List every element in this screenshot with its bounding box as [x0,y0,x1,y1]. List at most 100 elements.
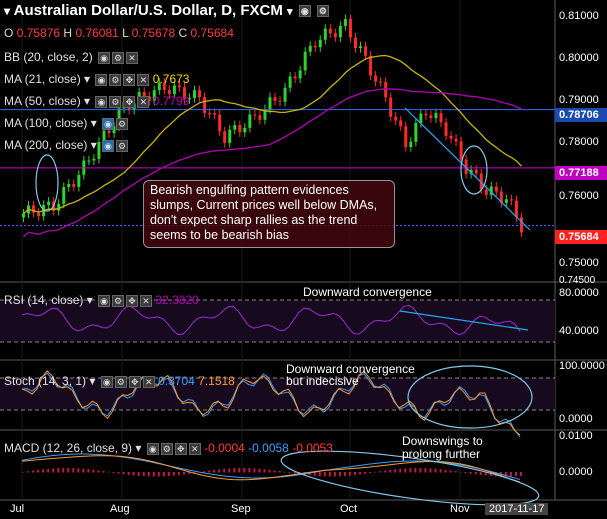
macd-histogram-bar [459,471,462,473]
dropdown-icon[interactable]: ▾ [90,116,97,130]
candle-body [429,115,433,119]
stoch-label: Stoch (14, 3, 1) [4,374,87,388]
eye-icon[interactable]: ◉ [102,139,115,152]
move-icon[interactable]: ✥ [126,294,139,307]
macd-histogram-bar [117,472,120,474]
candle-body [157,82,161,91]
macd-histogram-bar [243,468,246,473]
settings-icon[interactable]: ⚙ [116,139,129,152]
macd-histogram-bar [283,471,286,473]
candle-body [162,82,166,90]
dropdown-icon[interactable]: ▾ [84,72,91,86]
indicator-ma200[interactable]: MA (200, close) ▾ ◉ ⚙ [4,138,129,152]
eye-icon[interactable]: ◉ [102,117,115,130]
settings-icon[interactable]: ⚙ [116,117,129,130]
candle-body [384,82,388,98]
macd-histogram-bar [102,470,105,473]
settings-icon[interactable]: ⚙ [114,375,127,388]
macd-histogram-bar [439,469,442,473]
high-label: H [63,26,73,40]
ma50-line [23,88,522,238]
settings-icon[interactable]: ⚙ [112,294,125,307]
settings-icon[interactable]: ⚙ [316,5,329,18]
move-icon[interactable]: ✥ [128,375,141,388]
candle-body [22,213,25,218]
eye-icon[interactable]: ◉ [95,73,108,86]
candle-body [273,97,277,101]
eye-icon[interactable]: ◉ [98,51,111,64]
price-marker-blue: 0.78706 [555,108,607,122]
indicator-ma100[interactable]: MA (100, close) ▾ ◉ ⚙ [4,116,129,130]
candle-body [479,173,483,190]
macd-histogram-bar [484,472,487,476]
macd-histogram-bar [514,472,517,477]
indicator-ma50[interactable]: MA (50, close) ▾ ◉ ⚙ ✥ ✕ 0.7799 [4,94,189,108]
move-icon[interactable]: ✥ [123,95,136,108]
macd-histogram-bar [162,472,165,477]
candle-body [213,113,217,115]
candle-body [223,131,227,143]
candle-body [193,90,197,99]
close-icon[interactable]: ✕ [137,73,150,86]
macd-histogram-bar [47,468,50,473]
pattern-highlight [460,145,488,195]
collapse-arrow-icon[interactable]: ▾ [4,4,11,18]
macd-histogram-bar [72,468,75,473]
eye-icon[interactable]: ◉ [95,95,108,108]
dropdown-icon[interactable]: ▾ [135,441,142,455]
macd-histogram-bar [248,468,251,473]
candle-body [359,46,363,49]
open-value: 0.75876 [16,26,61,40]
candle-body [248,114,252,128]
eye-icon[interactable]: ◉ [298,5,311,18]
candle-body [409,141,413,148]
settings-icon[interactable]: ⚙ [112,51,125,64]
macd-legend[interactable]: MACD (12, 26, close, 9) ▾ ◉ ⚙ ✥ ✕ -0.0004 -… [4,441,333,455]
candle-body [142,91,146,97]
close-icon[interactable]: ✕ [140,294,153,307]
close-icon[interactable]: ✕ [137,95,150,108]
eye-icon[interactable]: ◉ [98,294,111,307]
close-icon[interactable]: ✕ [188,442,201,455]
candle-body [313,45,317,48]
candle-body [449,135,453,139]
macd-histogram-bar [92,469,95,473]
candle-body [464,159,468,174]
settings-icon[interactable]: ⚙ [160,442,173,455]
macd-annotation-line1: Downswings to [402,434,483,448]
price-marker-magenta: 0.77188 [555,166,607,180]
candle-body [208,112,212,114]
stoch-legend[interactable]: Stoch (14, 3, 1) ▾ ◉ ⚙ ✥ ✕ 0.3704 7.1518 [4,374,235,388]
dropdown-icon[interactable]: ▾ [89,374,96,388]
dropdown-icon[interactable]: ▾ [90,138,97,152]
move-icon[interactable]: ✥ [174,442,187,455]
eye-icon[interactable]: ◉ [100,375,113,388]
candle-body [92,158,96,161]
candle-body [288,76,292,88]
close-icon[interactable]: ✕ [142,375,155,388]
dropdown-icon[interactable]: ▾ [84,94,91,108]
macd-histogram-bar [444,469,447,473]
title-dropdown-icon[interactable]: ▾ [287,6,293,18]
close-icon[interactable]: ✕ [126,51,139,64]
macd-histogram-bar [208,470,211,473]
eye-icon[interactable]: ◉ [146,442,159,455]
indicator-bb[interactable]: BB (20, close, 2) ◉ ⚙ ✕ [4,50,139,64]
dropdown-icon[interactable]: ▾ [86,293,93,307]
candle-body [152,90,156,101]
macd-histogram-bar [213,469,216,473]
macd-histogram-bar [258,468,261,473]
move-icon[interactable]: ✥ [123,73,136,86]
analysis-annotation[interactable]: Bearish engulfing pattern evidences slum… [143,180,395,248]
indicator-ma21[interactable]: MA (21, close) ▾ ◉ ⚙ ✥ ✕ 0.7673 [4,72,189,86]
candle-body [47,201,51,206]
candle-body [62,187,66,204]
macd-histogram-bar [97,470,100,473]
settings-icon[interactable]: ⚙ [109,73,122,86]
macd-histogram-bar [238,468,241,473]
settings-icon[interactable]: ⚙ [109,95,122,108]
rsi-legend[interactable]: RSI (14, close) ▾ ◉ ⚙ ✥ ✕ 32.3820 [4,293,199,307]
candle-body [77,174,81,187]
candle-body [369,55,373,76]
